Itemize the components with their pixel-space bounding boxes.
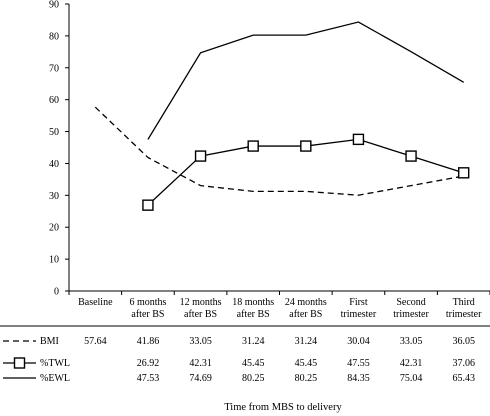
table-value: 42.31 — [189, 358, 212, 369]
table-value: 74.69 — [189, 373, 212, 384]
category-label-line: trimester — [341, 309, 377, 320]
table-value: 37.06 — [452, 358, 475, 369]
data-point-marker — [194, 150, 207, 162]
table-value: 42.31 — [400, 358, 423, 369]
category-label-line: First — [349, 297, 368, 308]
y-tick-label: 60 — [49, 95, 59, 106]
category-label-line: after BS — [184, 309, 217, 320]
y-tick-label: 50 — [49, 127, 59, 138]
category-label: Baseline — [78, 297, 113, 308]
y-tick-label: 30 — [49, 191, 59, 202]
category-label: 18 months after BS — [232, 297, 274, 320]
table-value: 45.45 — [295, 358, 318, 369]
category-label-line: after BS — [131, 309, 164, 320]
table-value: 45.45 — [242, 358, 265, 369]
category-label-line: Third — [453, 297, 475, 308]
data-table: BMI 57.64 41.86 33.05 31.24 31.24 30.04 33.05 36… — [3, 336, 475, 384]
table-value: 80.25 — [295, 373, 318, 384]
table-value: 75.04 — [400, 373, 423, 384]
category-label-line: 6 months — [129, 297, 166, 308]
data-point-marker — [352, 133, 365, 146]
category-label: First trimester — [341, 297, 377, 320]
data-point-marker — [300, 140, 312, 152]
legend-label: BMI — [40, 336, 59, 347]
category-label-line: trimester — [393, 309, 429, 320]
series-lines — [94, 21, 470, 211]
legend-swatch-marker — [13, 357, 26, 369]
x-axis-label: Time from MBS to delivery — [224, 402, 342, 413]
table-value: 80.25 — [242, 373, 265, 384]
table-value: 36.05 — [452, 336, 475, 347]
data-point-marker — [457, 167, 470, 179]
table-value: 57.64 — [84, 336, 107, 347]
table-value: 33.05 — [189, 336, 212, 347]
category-label: 6 months after BS — [129, 297, 166, 320]
table-value: 47.55 — [347, 358, 370, 369]
legend-label: %TWL — [40, 358, 70, 369]
y-tick-label: 80 — [49, 31, 59, 42]
category-label-line: 24 months — [285, 297, 327, 308]
y-tick-label: 10 — [49, 255, 59, 266]
y-tick-label: 70 — [49, 63, 59, 74]
y-tick-label: 0 — [54, 287, 59, 298]
data-point-marker — [247, 140, 259, 152]
y-tick-label: 20 — [49, 223, 59, 234]
category-label-line: Baseline — [78, 297, 113, 308]
axes — [0, 4, 490, 327]
y-ticks: 0 10 20 30 40 50 60 70 80 90 — [49, 0, 69, 298]
category-label: 24 months after BS — [285, 297, 327, 320]
category-label-line: 12 months — [180, 297, 222, 308]
category-label-line: after BS — [289, 309, 322, 320]
category-label: Second trimester — [393, 297, 429, 320]
table-value: 31.24 — [242, 336, 265, 347]
category-label-line: trimester — [446, 309, 482, 320]
category-label: 12 months after BS — [180, 297, 222, 320]
category-label-line: after BS — [237, 309, 270, 320]
category-label-line: Second — [396, 297, 425, 308]
table-value: 84.35 — [347, 373, 370, 384]
table-value: 65.43 — [452, 373, 475, 384]
data-point-marker — [405, 150, 417, 162]
y-tick-label: 90 — [49, 0, 59, 11]
series-line-2 — [147, 21, 465, 140]
table-value: 33.05 — [400, 336, 423, 347]
series-line-0 — [94, 106, 464, 196]
table-value: 41.86 — [137, 336, 160, 347]
table-value: 26.92 — [137, 358, 160, 369]
y-tick-label: 40 — [49, 159, 59, 170]
table-value: 47.53 — [137, 373, 160, 384]
data-point-marker — [142, 199, 154, 211]
table-value: 30.04 — [347, 336, 370, 347]
table-value: 31.24 — [295, 336, 318, 347]
category-label-line: 18 months — [232, 297, 274, 308]
category-label: Third trimester — [446, 297, 482, 320]
legend-label: %EWL — [40, 373, 70, 384]
